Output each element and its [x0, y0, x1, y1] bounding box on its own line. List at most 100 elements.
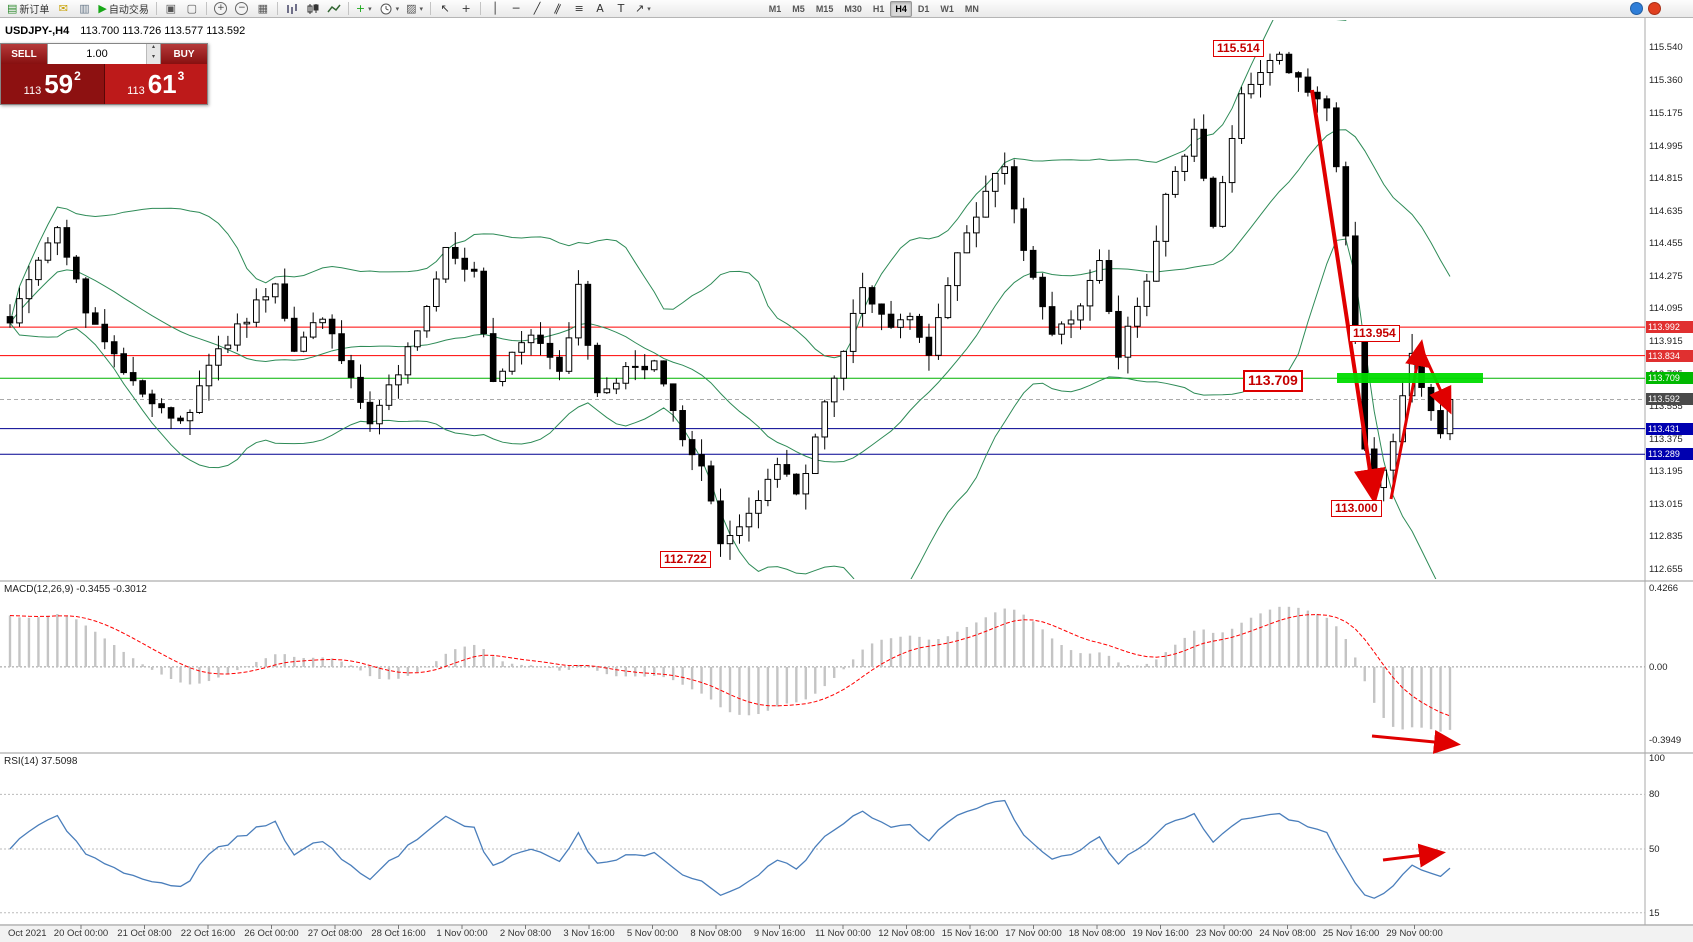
volume-down-icon[interactable]: ▾ — [151, 53, 155, 60]
buy-price-pip: 3 — [177, 69, 185, 83]
volume-stepper: ▴ ▾ — [47, 44, 161, 64]
sell-price-pip: 2 — [74, 69, 81, 83]
trendline-tool-button[interactable]: ╱ — [527, 0, 547, 18]
sell-price-big: 59 — [44, 69, 74, 99]
cursor-tool-button-icon: ↖ — [440, 2, 450, 15]
level-lines — [0, 326, 1645, 455]
timeframe-d1[interactable]: D1 — [917, 3, 930, 14]
buy-price-prefix: 113 — [127, 85, 145, 97]
sell-price-prefix: 113 — [23, 85, 42, 97]
vertical-line-tool-button[interactable]: │ — [485, 0, 505, 18]
new-order-button[interactable]: ▤ 新订单 — [4, 0, 52, 18]
text-tool-button-icon: A — [596, 2, 604, 15]
toolbar-status-icons — [1625, 2, 1689, 15]
alert-icon[interactable] — [1648, 2, 1661, 15]
label-tool-button-icon: T — [617, 2, 625, 15]
volume-up-icon[interactable]: ▴ — [151, 43, 155, 50]
timeframe-m5[interactable]: M5 — [792, 3, 805, 14]
trade-panel-controls: SELL ▴ ▾ BUY — [1, 44, 207, 64]
buy-price[interactable]: 113 61 3 — [104, 64, 207, 104]
line-chart-type-button[interactable] — [324, 0, 344, 18]
macd-indicator — [0, 606, 1645, 732]
trend-arrows — [1310, 89, 1461, 868]
new-chart-button[interactable]: ▣ — [161, 0, 181, 18]
arrows-tool-button-icon: ↗ — [635, 2, 645, 15]
market-watch-icon-icon: ▥ — [79, 2, 90, 15]
dropdown-arrow-icon: ▾ — [647, 4, 651, 13]
new-chart-button-icon: ▣ — [165, 2, 177, 15]
timeframe-m30[interactable]: M30 — [844, 3, 862, 14]
sell-price[interactable]: 113 59 2 — [1, 64, 105, 104]
toolbar-separator — [155, 2, 157, 15]
volume-spinner: ▴ ▾ — [146, 44, 160, 64]
chart-ohlc-line: USDJPY-,H4 113.700 113.726 113.577 113.5… — [5, 25, 245, 37]
fibonacci-tool-button[interactable]: ≡ — [569, 0, 589, 18]
toolbar-separator — [430, 2, 432, 15]
toolbar-buttons: ▤ 新订单 ✉ ▥ ▶ 自动交易 ▣ ▢ + − ▦ + ▾ ▾ ▨ ▾ ↖ + │ ─ ╱ ∥ ≡ A T ↗ ▾ — [4, 0, 654, 18]
horizontal-line-tool-button[interactable]: ─ — [506, 0, 526, 18]
timeframe-m1[interactable]: M1 — [768, 3, 782, 14]
candles — [6, 51, 1454, 560]
zoom-out-button-icon: − — [235, 2, 249, 15]
rsi-indicator — [0, 793, 1645, 914]
tile-windows-button[interactable]: ▦ — [253, 0, 273, 18]
crosshair-tool-button-icon: + — [461, 2, 471, 15]
timeframe-m15[interactable]: M15 — [815, 3, 834, 14]
template-button[interactable]: ▨ ▾ — [403, 0, 426, 18]
autotrading-button-label: 自动交易 — [108, 5, 149, 16]
period-button[interactable]: ▾ — [376, 0, 403, 18]
timeframe-mn[interactable]: MN — [964, 3, 979, 14]
sell-button[interactable]: SELL — [1, 44, 47, 64]
dropdown-arrow-icon: ▾ — [395, 4, 400, 13]
horizontal-line-tool-button-icon: ─ — [512, 2, 520, 15]
rsi-indicator-label: RSI(14) 37.5098 — [4, 756, 78, 767]
timeframe-group: M1 M5 M15 M30 H1 H4 D1 W1 MN — [764, 0, 984, 17]
buy-button[interactable]: BUY — [161, 44, 207, 64]
period-button-icon — [380, 3, 392, 14]
toolbar: ▤ 新订单 ✉ ▥ ▶ 自动交易 ▣ ▢ + − ▦ + ▾ ▾ ▨ ▾ ↖ + │ ─ ╱ ∥ ≡ A T ↗ ▾ M1 M5 M15… — [0, 0, 1693, 18]
chart-symbol-period: USDJPY-,H4 — [5, 25, 70, 37]
text-tool-button[interactable]: A — [590, 0, 610, 18]
timeframe-h4[interactable]: H4 — [890, 0, 912, 17]
buy-price-big: 61 — [147, 69, 177, 99]
profiles-button[interactable]: ▢ — [182, 0, 202, 18]
new-order-button-icon: ▤ — [7, 2, 18, 15]
timeframe-h1[interactable]: H1 — [872, 3, 885, 14]
add-indicator-button[interactable]: + ▾ — [353, 0, 375, 18]
channel-tool-button[interactable]: ∥ — [548, 0, 568, 18]
toolbar-separator — [276, 2, 278, 15]
volume-input[interactable] — [48, 44, 146, 64]
fibonacci-tool-button-icon: ≡ — [574, 2, 584, 15]
candlestick-chart-type-button-icon — [307, 3, 319, 14]
chart-ohlc-values: 113.700 113.726 113.577 113.592 — [80, 25, 246, 37]
mail-icon[interactable]: ✉ — [53, 0, 73, 18]
toolbar-separator — [347, 2, 349, 15]
bar-chart-type-button-icon — [287, 3, 297, 14]
zoom-in-button-icon: + — [214, 2, 228, 15]
toolbar-separator — [205, 2, 207, 15]
zoom-in-button[interactable]: + — [211, 0, 231, 18]
candlestick-chart-type-button[interactable] — [303, 0, 323, 18]
toolbar-separator — [480, 2, 482, 15]
dropdown-arrow-icon: ▾ — [419, 4, 424, 13]
autotrading-button-icon: ▶ — [98, 2, 107, 15]
cursor-tool-button[interactable]: ↖ — [435, 0, 455, 18]
timeframe-w1[interactable]: W1 — [940, 3, 954, 14]
bollinger-bands — [9, 20, 1451, 579]
arrows-tool-button[interactable]: ↗ ▾ — [632, 0, 654, 18]
macd-indicator-label: MACD(12,26,9) -0.3455 -0.3012 — [4, 584, 147, 595]
help-icon[interactable] — [1630, 2, 1643, 15]
tile-windows-button-icon: ▦ — [257, 2, 269, 15]
label-tool-button[interactable]: T — [611, 0, 631, 18]
template-button-icon: ▨ — [406, 2, 417, 15]
trade-panel-prices: 113 59 2 113 61 3 — [1, 64, 207, 104]
market-watch-icon[interactable]: ▥ — [74, 0, 94, 18]
dropdown-arrow-icon: ▾ — [368, 4, 372, 13]
crosshair-tool-button[interactable]: + — [456, 0, 476, 18]
bar-chart-type-button[interactable] — [282, 0, 302, 18]
autotrading-button[interactable]: ▶ 自动交易 — [95, 0, 151, 18]
mail-icon-icon: ✉ — [58, 2, 69, 15]
zoom-out-button[interactable]: − — [232, 0, 252, 18]
